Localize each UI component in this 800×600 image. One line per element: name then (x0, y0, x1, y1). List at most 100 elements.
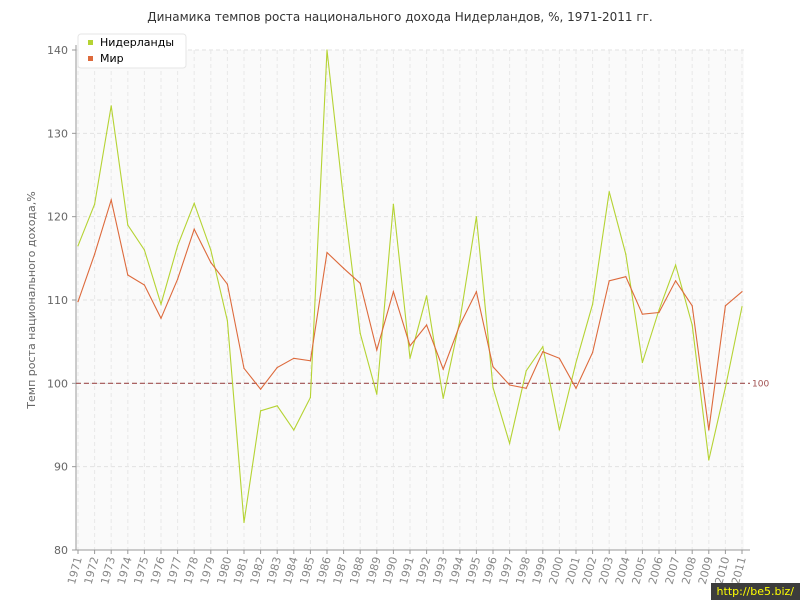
series-lines (77, 49, 743, 524)
data-point (127, 224, 129, 226)
data-point (276, 366, 278, 369)
data-point (558, 357, 561, 359)
data-point (226, 320, 228, 322)
data-point (492, 386, 494, 389)
data-point (426, 295, 428, 297)
y-axis-label: Темп роста национального дохода,% (25, 191, 38, 409)
legend: Нидерланды Мир (77, 33, 187, 69)
watermark: http://be5.biz/ (710, 583, 800, 600)
data-point (641, 313, 644, 315)
data-point (592, 351, 594, 354)
data-point (592, 303, 594, 305)
data-point (376, 393, 378, 395)
data-point (359, 332, 361, 334)
data-point (193, 228, 195, 230)
data-point (641, 361, 644, 364)
data-point (359, 282, 361, 284)
data-point (509, 384, 511, 386)
data-point (309, 396, 311, 399)
data-point (160, 303, 162, 305)
reference-line: 100 (76, 379, 769, 389)
data-point (77, 301, 79, 303)
data-point (475, 216, 477, 218)
data-point (127, 274, 129, 276)
data-point (94, 203, 96, 205)
data-point (143, 249, 145, 251)
data-point (658, 309, 660, 311)
data-point (193, 202, 195, 204)
data-point (575, 387, 577, 389)
data-point (658, 311, 660, 314)
x-tick-label: 2011 (729, 555, 749, 585)
data-point (392, 291, 394, 293)
data-point (94, 253, 96, 255)
data-point (442, 368, 444, 370)
legend-label: Нидерланды (100, 36, 174, 49)
data-point (392, 203, 394, 205)
data-point (575, 361, 577, 364)
data-point (343, 199, 345, 201)
data-point (741, 291, 743, 293)
data-point (326, 49, 328, 51)
data-point (459, 324, 461, 326)
data-point (426, 324, 428, 326)
data-point (708, 429, 710, 431)
axes (75, 45, 750, 551)
data-point (376, 349, 378, 351)
data-point (509, 442, 511, 444)
data-point (110, 105, 112, 107)
reference-line-label: 100 (752, 379, 769, 389)
data-point (558, 429, 561, 431)
data-point (708, 459, 710, 461)
data-point (625, 253, 627, 255)
data-point (177, 278, 179, 280)
data-point (525, 370, 527, 372)
y-tick-label: 100 (47, 377, 68, 390)
data-point (226, 283, 228, 285)
data-point (542, 351, 544, 353)
data-point (309, 360, 311, 362)
data-point (442, 397, 444, 399)
data-point (260, 410, 262, 412)
data-point (542, 346, 544, 348)
y-tick-label: 130 (47, 127, 68, 140)
data-point (675, 280, 677, 282)
chart-title: Динамика темпов роста национального дохо… (147, 10, 653, 24)
data-point (675, 264, 677, 266)
data-point (724, 386, 727, 389)
y-tick-label: 140 (47, 44, 68, 57)
data-point (459, 320, 461, 322)
y-ticks: 80 90 100 110 120 130 140 (47, 44, 76, 557)
data-point (525, 387, 527, 389)
data-point (243, 367, 245, 369)
data-point (143, 284, 145, 286)
data-point (293, 357, 295, 359)
data-point (177, 245, 179, 247)
data-point (409, 345, 411, 347)
y-tick-label: 110 (47, 294, 68, 307)
data-point (409, 357, 411, 359)
legend-box (77, 33, 187, 69)
data-point (110, 199, 112, 201)
data-point (691, 324, 693, 326)
data-point (243, 521, 245, 524)
data-point (210, 249, 212, 251)
y-tick-label: 120 (47, 211, 68, 224)
data-point (77, 245, 79, 247)
legend-label: Мир (100, 52, 124, 65)
data-point (608, 191, 610, 193)
data-point (276, 405, 278, 407)
data-point (625, 276, 627, 278)
data-point (724, 305, 727, 307)
data-point (343, 267, 345, 269)
data-point (475, 291, 477, 293)
grid (76, 49, 744, 551)
data-point (741, 306, 743, 308)
data-point (160, 317, 162, 319)
legend-swatch (88, 56, 93, 61)
data-point (260, 388, 262, 390)
x-ticks: 1971197219731974197519761977197819791980… (65, 550, 749, 586)
data-point (293, 429, 295, 431)
data-point (608, 280, 610, 282)
